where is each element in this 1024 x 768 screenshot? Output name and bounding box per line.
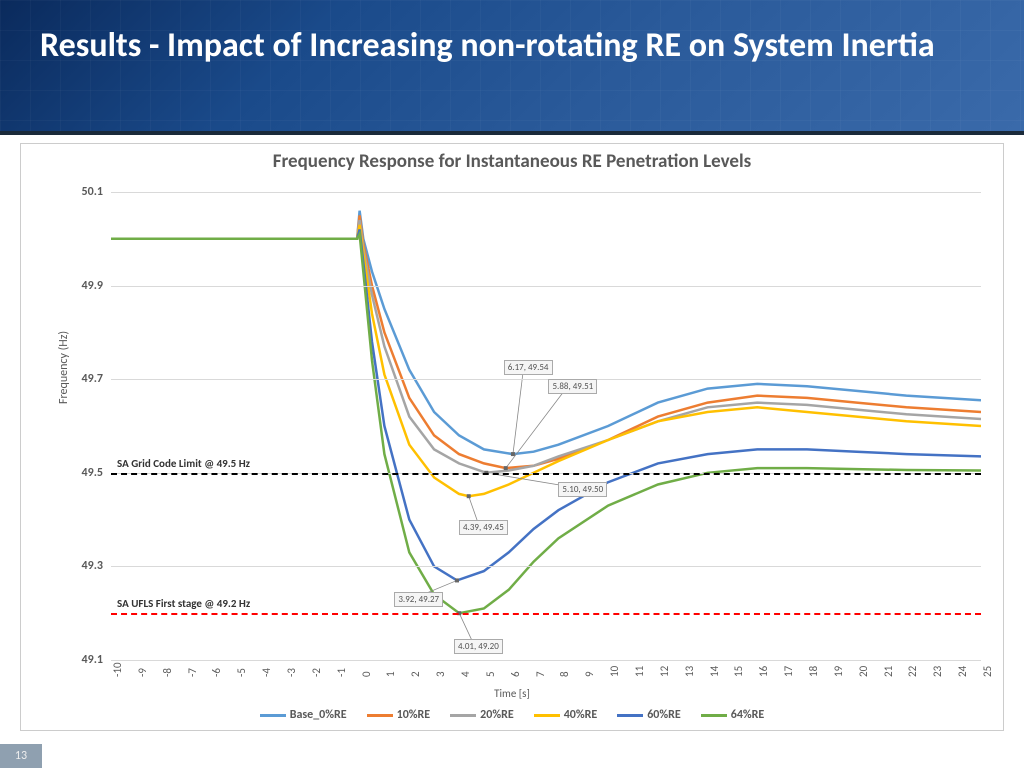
chart-title: Frequency Response for Instantaneous RE … [21,144,1003,175]
series-line [111,220,981,473]
data-callout: 5.88, 49.51 [548,379,597,394]
data-callout: 6.17, 49.54 [504,360,553,375]
x-tick-label: -3 [285,668,298,677]
x-tick-label: 18 [807,666,820,677]
x-tick-label: 2 [409,671,422,677]
x-tick-label: 4 [459,671,472,677]
reference-label: SA UFLS First stage @ 49.2 Hz [117,597,250,610]
x-tick-label: -1 [335,668,348,677]
slide-title: Results - Impact of Increasing non-rotat… [40,24,984,68]
y-tick-label: 49.9 [63,279,103,293]
x-tick-label: 8 [558,671,571,677]
x-tick-label: -4 [260,668,273,677]
reference-line [111,613,981,615]
y-tick-label: 49.7 [63,372,103,386]
legend: Base_0%RE 10%RE 20%RE 40%RE 60%RE 64%RE [21,708,1003,722]
series-line [111,234,981,613]
legend-swatch [701,714,727,717]
x-tick-label: 12 [658,666,671,677]
grid-line [111,192,981,193]
x-tick-label: -7 [186,668,199,677]
x-tick-label: 14 [708,666,721,677]
legend-item: 10%RE [367,708,431,722]
x-tick-label: -6 [210,668,223,677]
legend-label: 10%RE [397,708,431,722]
legend-item: 20%RE [450,708,514,722]
x-axis-label: Time [s] [21,687,1003,700]
x-tick-label: 20 [857,666,870,677]
legend-item: 64%RE [701,708,765,722]
x-tick-label: 1 [384,671,397,677]
legend-swatch [450,714,476,717]
y-tick-label: 50.1 [63,185,103,199]
chart-box: Frequency Response for Instantaneous RE … [20,143,1004,731]
y-axis-label: Frequency (Hz) [57,331,71,404]
x-tick-label: 24 [956,666,969,677]
x-tick-label: 11 [633,666,646,677]
legend-label: 20%RE [480,708,514,722]
x-tick-label: -5 [235,668,248,677]
legend-swatch [367,714,393,717]
x-tick-label: 17 [782,666,795,677]
x-tick-label: 19 [832,666,845,677]
grid-line [111,660,981,661]
grid-line [111,566,981,567]
x-tick-label: 15 [732,666,745,677]
legend-label: 60%RE [647,708,681,722]
x-tick-label: 6 [509,671,522,677]
x-tick-label: 0 [360,671,373,677]
reference-label: SA Grid Code Limit @ 49.5 Hz [117,457,250,470]
legend-label: 40%RE [564,708,598,722]
x-tick-label: 16 [757,666,770,677]
data-callout: 4.01, 49.20 [454,639,503,654]
x-tick-label: -10 [111,662,124,677]
x-tick-label: 7 [534,671,547,677]
y-tick-label: 49.3 [63,559,103,573]
page-number: 13 [0,744,42,768]
legend-swatch [260,714,286,717]
legend-item: 60%RE [617,708,681,722]
x-tick-label: 3 [434,671,447,677]
legend-item: 40%RE [534,708,598,722]
series-line [111,211,981,454]
line-chart-svg [111,192,981,660]
x-tick-label: 23 [931,666,944,677]
x-tick-label: -9 [136,668,149,677]
grid-line [111,379,981,380]
reference-line [111,473,981,475]
legend-label: Base_0%RE [290,708,347,722]
x-tick-label: 9 [583,671,596,677]
legend-swatch [534,714,560,717]
plot-area: 49.149.349.549.749.950.1-10-9-8-7-6-5-4-… [111,192,981,660]
data-callout: 5.10, 49.50 [558,482,607,497]
x-tick-label: -2 [310,668,323,677]
series-line [111,229,981,580]
x-tick-label: 21 [882,666,895,677]
x-tick-label: 10 [608,666,621,677]
y-tick-label: 49.5 [63,466,103,480]
slide-header: Results - Impact of Increasing non-rotat… [0,0,1024,135]
grid-line [111,286,981,287]
legend-item: Base_0%RE [260,708,347,722]
x-tick-label: 25 [981,666,994,677]
series-line [111,215,981,468]
y-tick-label: 49.1 [63,653,103,667]
x-tick-label: 13 [683,666,696,677]
x-tick-label: -8 [161,668,174,677]
data-callout: 4.39, 49.45 [459,520,508,535]
x-tick-label: 5 [484,671,497,677]
legend-label: 64%RE [731,708,765,722]
legend-swatch [617,714,643,717]
chart-container: Frequency Response for Instantaneous RE … [0,135,1024,735]
x-tick-label: 22 [906,666,919,677]
data-callout: 3.92, 49.27 [394,592,443,607]
